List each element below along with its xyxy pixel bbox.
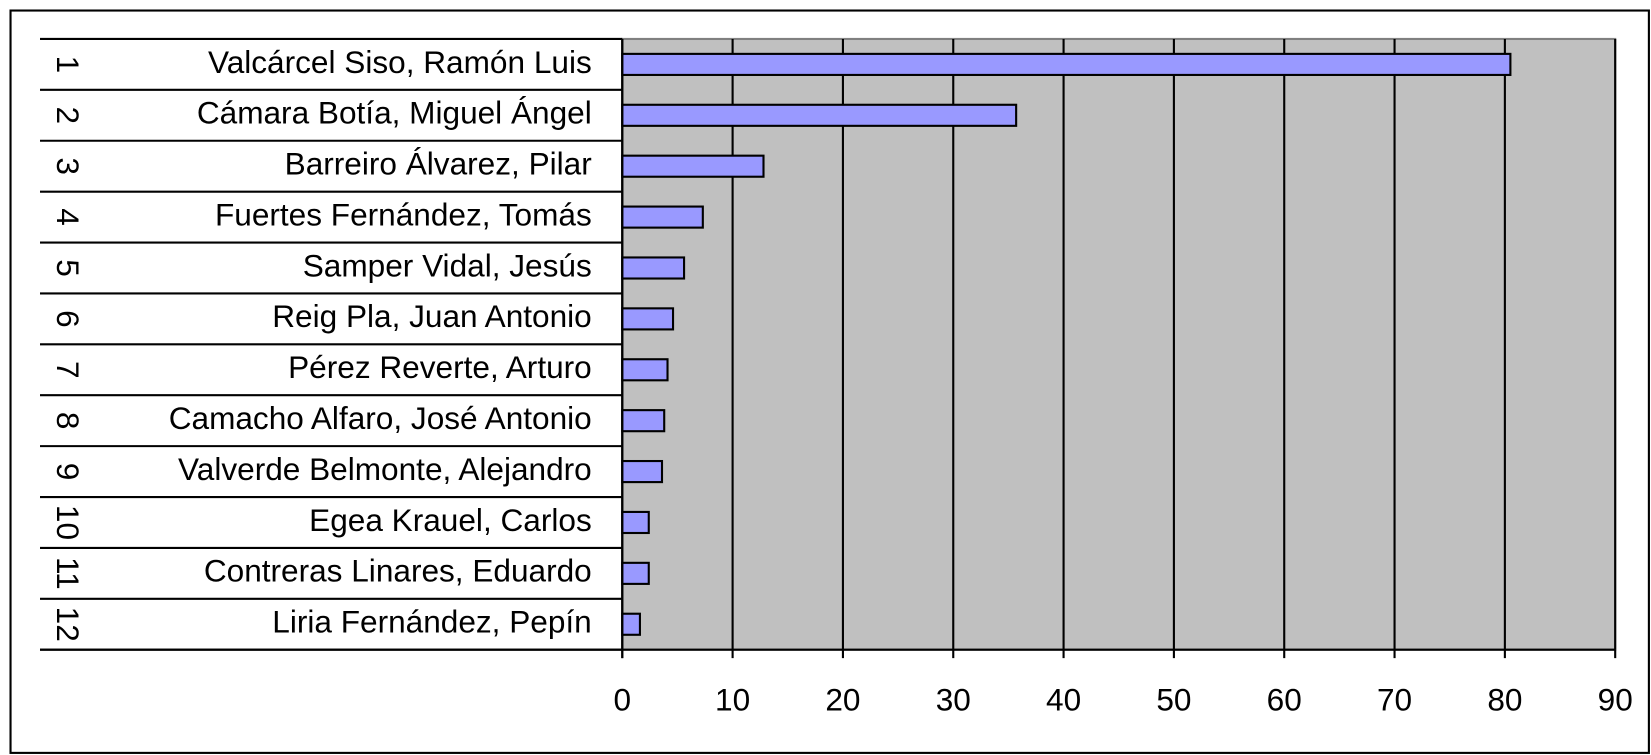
y-tick-label: Egea Krauel, Carlos: [309, 502, 592, 538]
rank-label: 9: [50, 463, 86, 481]
bar: [621, 561, 650, 585]
y-tick-label: Liria Fernández, Pepín: [272, 604, 591, 640]
y-tick-label: Contreras Linares, Eduardo: [204, 553, 592, 589]
x-tick-label: 40: [1046, 682, 1081, 718]
bar: [621, 409, 666, 433]
y-tick-label: Samper Vidal, Jesús: [303, 247, 592, 283]
y-tick-label: Camacho Alfaro, José Antonio: [169, 400, 592, 436]
bar: [621, 256, 686, 280]
bar: [621, 612, 641, 636]
y-tick-label: Pérez Reverte, Arturo: [288, 349, 592, 385]
bar: [621, 510, 650, 535]
x-tick-label: 90: [1598, 682, 1633, 718]
x-tick-label: 70: [1377, 682, 1412, 718]
x-tick-label: 60: [1267, 682, 1302, 718]
rank-label: 3: [50, 157, 86, 175]
y-tick-label: Valverde Belmonte, Alejandro: [178, 451, 592, 487]
bar: [621, 154, 765, 178]
rank-label: 1: [50, 56, 86, 74]
rank-label: 10: [50, 505, 86, 540]
rank-label: 7: [50, 361, 86, 379]
rank-label: 5: [50, 259, 86, 277]
x-tick-label: 80: [1487, 682, 1522, 718]
x-tick-label: 20: [825, 682, 860, 718]
bar: [621, 205, 704, 229]
y-tick-label: Fuertes Fernández, Tomás: [215, 196, 592, 232]
y-tick-label: Reig Pla, Juan Antonio: [272, 298, 592, 334]
bar: [621, 459, 664, 484]
rank-label: 2: [50, 107, 86, 125]
rank-label: 6: [50, 310, 86, 328]
rank-label: 12: [50, 607, 86, 642]
bar: [621, 52, 1512, 76]
bar: [621, 358, 669, 382]
y-tick-label: Cámara Botía, Miguel Ángel: [197, 95, 592, 131]
rank-label: 11: [50, 557, 86, 590]
rank-label: 4: [50, 208, 86, 226]
x-tick-label: 10: [715, 682, 750, 718]
bar: [621, 103, 1018, 127]
x-tick-label: 30: [936, 682, 971, 718]
y-tick-label: Barreiro Álvarez, Pilar: [285, 146, 592, 182]
bar: [621, 307, 675, 331]
x-tick-label: 50: [1156, 682, 1191, 718]
y-tick-label: Valcárcel Siso, Ramón Luis: [208, 44, 592, 80]
plot-area: [621, 37, 1617, 651]
x-tick-label: 0: [614, 682, 632, 718]
rank-label: 8: [50, 412, 86, 430]
